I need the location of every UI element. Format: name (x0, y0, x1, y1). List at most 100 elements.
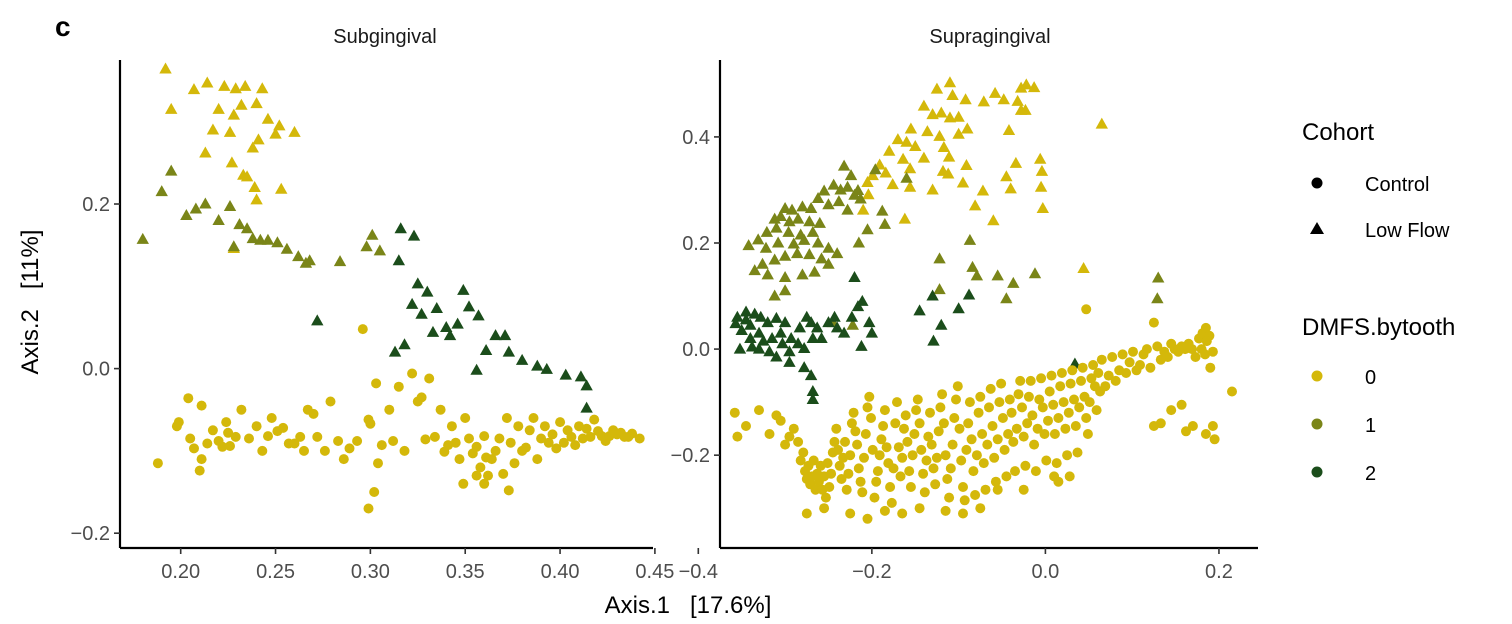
control-point (831, 423, 842, 434)
low-flow-point (233, 218, 246, 230)
low-flow-point (299, 256, 313, 268)
control-point (490, 445, 501, 456)
low-flow-point (803, 215, 816, 227)
low-flow-point (822, 241, 835, 253)
control-point (888, 463, 899, 474)
control-point (1008, 436, 1019, 447)
control-point (1067, 365, 1078, 376)
low-flow-point (470, 363, 483, 375)
control-point (1018, 431, 1029, 442)
control-point (1096, 354, 1107, 365)
low-flow-point (810, 321, 824, 333)
control-point (357, 324, 368, 335)
low-flow-point (472, 309, 485, 321)
low-flow-point (898, 212, 912, 224)
subgingival-points (136, 62, 645, 514)
control-point (194, 465, 205, 476)
low-flow-point (959, 93, 972, 105)
low-flow-point (246, 141, 259, 153)
control-point (1209, 434, 1220, 445)
low-flow-point (806, 385, 820, 397)
control-point (914, 418, 925, 429)
low-flow-point (1000, 170, 1013, 182)
control-point (450, 437, 461, 448)
control-point (221, 417, 232, 428)
control-point (520, 442, 531, 453)
legend-key-dmfs-2 (1311, 466, 1323, 478)
low-flow-point (815, 252, 828, 264)
low-flow-point (761, 268, 774, 280)
control-point (840, 436, 850, 447)
control-point (574, 421, 584, 432)
control-point (914, 503, 925, 514)
control-point (985, 383, 996, 394)
control-point (1070, 421, 1081, 431)
low-flow-point (854, 192, 867, 204)
low-flow-point (165, 164, 178, 176)
control-point (1043, 415, 1053, 426)
control-point (992, 434, 1003, 445)
control-point (810, 484, 821, 495)
control-point (959, 495, 970, 506)
low-flow-point (796, 268, 809, 280)
low-flow-point (856, 294, 869, 306)
x-tick-label: 0.2 (1205, 561, 1233, 583)
control-point (471, 441, 482, 452)
control-point (1062, 450, 1073, 461)
low-flow-point (900, 171, 913, 183)
low-flow-point (540, 362, 553, 374)
low-flow-point (223, 199, 237, 211)
legend-label-dmfs-0: 0 (1365, 367, 1376, 389)
low-flow-point (963, 233, 977, 245)
legend-entry-low-flow: Low Flow (1310, 220, 1450, 242)
low-flow-point (756, 257, 769, 269)
low-flow-point (943, 111, 957, 123)
control-point (892, 397, 902, 408)
low-flow-point (865, 326, 879, 338)
control-point (446, 421, 457, 432)
low-flow-point (952, 110, 965, 122)
control-point (970, 490, 981, 500)
control-point (532, 454, 543, 465)
y-tick-label: −0.2 (71, 523, 110, 545)
control-point (935, 402, 946, 413)
panel-title-subgingival: Subgingival (333, 26, 436, 48)
control-point (435, 404, 446, 415)
control-point (543, 437, 554, 448)
legend-label-dmfs-2: 2 (1365, 463, 1376, 485)
control-point (1124, 357, 1135, 368)
low-flow-point (832, 195, 846, 207)
low-flow-point (926, 108, 939, 120)
control-point (196, 454, 207, 465)
control-point (299, 445, 309, 456)
control-point (1200, 349, 1211, 360)
control-point (503, 485, 514, 496)
control-point (869, 492, 880, 503)
control-point (1055, 381, 1066, 392)
control-point (964, 397, 975, 408)
low-flow-point (774, 326, 787, 338)
control-point (900, 410, 911, 421)
control-point (982, 439, 993, 450)
low-flow-point (1036, 202, 1049, 214)
low-flow-point (815, 331, 828, 343)
control-point (1044, 386, 1055, 397)
low-flow-point (778, 202, 792, 214)
legend: Cohort Control Low Flow DMFS.bytooth 0 1… (1302, 119, 1455, 485)
control-point (547, 429, 558, 440)
low-flow-point (966, 260, 979, 272)
control-point (871, 476, 882, 487)
low-flow-point (1151, 292, 1164, 304)
control-point (933, 426, 944, 437)
low-flow-point (891, 133, 905, 145)
x-tick-label: 0.40 (541, 561, 580, 583)
control-point (1093, 368, 1104, 378)
low-flow-point (848, 188, 861, 200)
low-flow-point (288, 125, 301, 137)
control-point (1020, 460, 1031, 471)
control-point (940, 450, 951, 461)
control-point (1207, 421, 1218, 431)
control-point (954, 423, 965, 434)
control-point (1051, 458, 1062, 469)
